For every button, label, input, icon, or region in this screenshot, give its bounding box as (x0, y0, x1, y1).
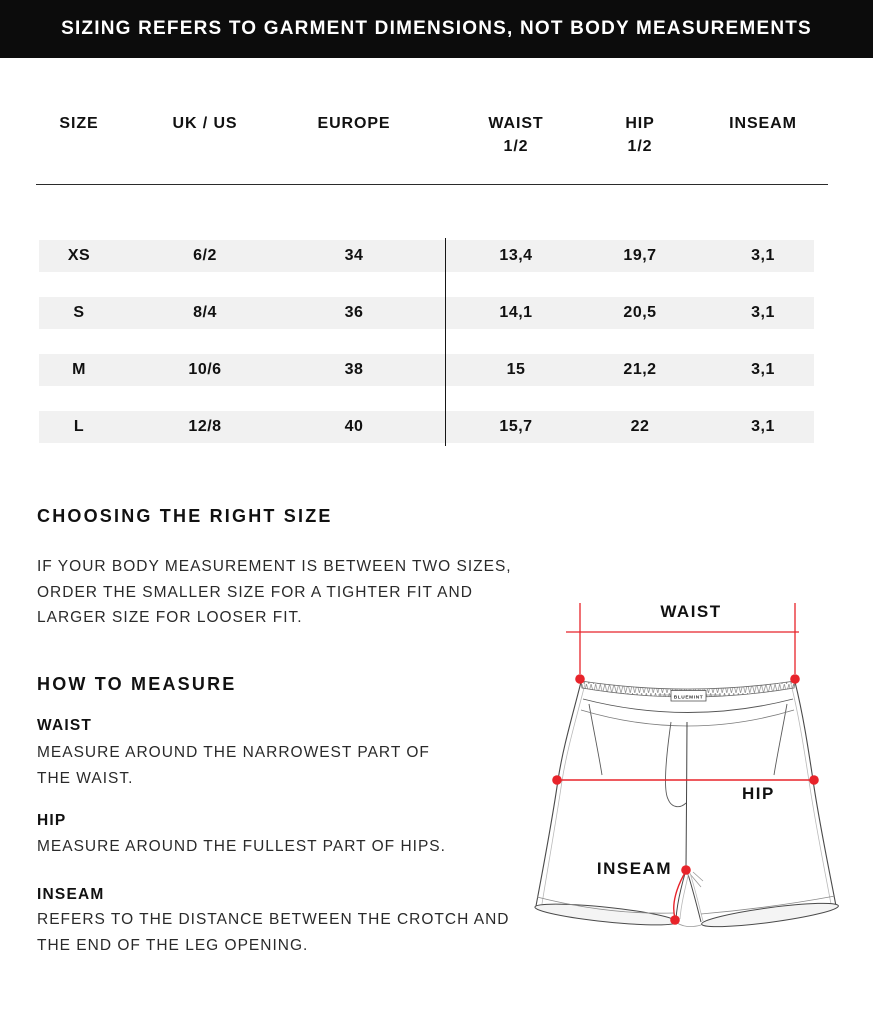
left-seam-stitch (541, 683, 586, 905)
back-hem-line (676, 922, 702, 927)
table-cell: 15,7 (499, 418, 533, 435)
table-cell: 40 (344, 418, 364, 435)
table-cell: 12/8 (188, 418, 222, 435)
table-divider-line (445, 238, 447, 446)
measure-waist-label: WAIST (37, 717, 93, 734)
measure-inseam-label: INSEAM (37, 886, 105, 903)
table-cell: 3,1 (751, 304, 775, 321)
diagram-waist-label: WAIST (660, 602, 721, 621)
hip-dot-left (552, 775, 562, 785)
text-line: THE END OF THE LEG OPENING. (37, 936, 309, 954)
column-header-hip: HIP 1/2 (625, 115, 655, 155)
text-line: LARGER SIZE FOR LOOSER FIT. (37, 609, 303, 626)
table-cell: 8/4 (193, 304, 217, 321)
waist-dot-left (575, 674, 585, 684)
shorts-sketch: BLUEMINT (534, 680, 839, 928)
table-cell: 6/2 (193, 247, 217, 264)
left-inseam-stitch (679, 871, 690, 920)
table-cell: 22 (630, 418, 650, 435)
table-cell: 38 (344, 361, 364, 378)
right-seam-stitch (790, 683, 832, 905)
hip-dot-right (809, 775, 819, 785)
text-line: REFERS TO THE DISTANCE BETWEEN THE CROTC… (37, 911, 510, 928)
left-side-seam (535, 681, 582, 907)
waistband-seam-1 (582, 698, 794, 713)
measure-hip-text: MEASURE AROUND THE FULLEST PART OF HIPS. (37, 834, 446, 860)
waist-dot-right (790, 674, 800, 684)
size-table-header: SIZE UK / US EUROPE WAIST 1/2 HIP 1/2 IN… (39, 112, 814, 164)
right-side-seam (794, 681, 837, 907)
table-cell: 36 (344, 304, 364, 321)
right-pocket-line (773, 703, 788, 776)
column-header-waist: WAIST 1/2 (488, 115, 544, 155)
text-line: ORDER THE SMALLER SIZE FOR A TIGHTER FIT… (37, 583, 473, 601)
column-header-inseam: INSEAM (729, 115, 797, 132)
measure-waist-text: MEASURE AROUND THE NARROWEST PART OF THE… (37, 740, 430, 791)
brand-label-box (670, 690, 707, 702)
fly-stitch-line (664, 721, 687, 808)
column-header-uk-us: UK / US (172, 115, 238, 132)
table-cell: 3,1 (751, 247, 775, 264)
table-cell: 10/6 (188, 361, 222, 378)
how-to-measure-title: HOW TO MEASURE (37, 674, 237, 694)
measure-inseam-text: REFERS TO THE DISTANCE BETWEEN THE CROTC… (37, 907, 509, 958)
table-cell: 13,4 (499, 247, 533, 264)
table-cell: XS (67, 247, 91, 264)
diagram-hip-label: HIP (742, 784, 775, 803)
right-hem-stitch (700, 895, 836, 915)
table-row-l: L 12/8 40 15,7 22 3,1 (39, 411, 814, 443)
table-row-xs: XS 6/2 34 13,4 19,7 3,1 (39, 240, 814, 272)
table-cell: 19,7 (623, 247, 657, 264)
sizing-disclaimer-banner: SIZING REFERS TO GARMENT DIMENSIONS, NOT… (0, 0, 873, 58)
table-cell: 3,1 (751, 361, 775, 378)
table-cell: 20,5 (623, 304, 657, 321)
shorts-diagram: BLUEMINT WAIST HIP INSEAM (534, 602, 839, 928)
left-pocket-line (588, 703, 603, 776)
left-hem-stitch (536, 896, 675, 914)
choosing-size-title: CHOOSING THE RIGHT SIZE (37, 506, 333, 526)
text-line: THE WAIST. (37, 769, 134, 787)
inseam-dot-top (681, 865, 691, 875)
header-underline (36, 184, 828, 185)
text-line: IF YOUR BODY MEASUREMENT IS BETWEEN TWO … (37, 558, 512, 575)
text-line: MEASURE AROUND THE FULLEST PART OF HIPS. (37, 838, 446, 855)
column-header-europe: EUROPE (317, 115, 391, 132)
measurement-annotations (552, 603, 819, 925)
inseam-measure-curve (673, 870, 687, 919)
table-row-m: M 10/6 38 15 21,2 3,1 (39, 354, 814, 386)
choosing-size-text: IF YOUR BODY MEASUREMENT IS BETWEEN TWO … (37, 554, 512, 631)
table-cell: 14,1 (499, 304, 533, 321)
table-cell: 15 (506, 361, 526, 378)
left-leg-opening (534, 903, 678, 926)
waistband-seam-2 (580, 709, 795, 727)
measure-hip-label: HIP (37, 812, 67, 829)
table-cell: 3,1 (751, 418, 775, 435)
waistband-elastic (580, 680, 796, 698)
table-row-s: S 8/4 36 14,1 20,5 3,1 (39, 297, 814, 329)
table-cell: M (72, 361, 86, 378)
sizing-disclaimer-text: SIZING REFERS TO GARMENT DIMENSIONS, NOT… (61, 18, 812, 39)
fly-center-line (685, 721, 688, 869)
column-header-size: SIZE (59, 115, 99, 132)
inseam-dot-bottom (670, 915, 680, 925)
text-line: MEASURE AROUND THE NARROWEST PART OF (37, 744, 430, 761)
table-cell: S (73, 304, 85, 321)
crotch-stitch-2 (692, 871, 704, 882)
right-leg-opening (701, 902, 839, 928)
table-cell: 21,2 (623, 361, 657, 378)
table-cell: L (73, 418, 85, 435)
table-cell: 34 (344, 247, 364, 264)
crotch-stitch-1 (689, 873, 702, 888)
brand-label-text: BLUEMINT (674, 694, 704, 700)
diagram-inseam-label: INSEAM (597, 859, 672, 878)
right-inseam-stitch (689, 872, 704, 922)
